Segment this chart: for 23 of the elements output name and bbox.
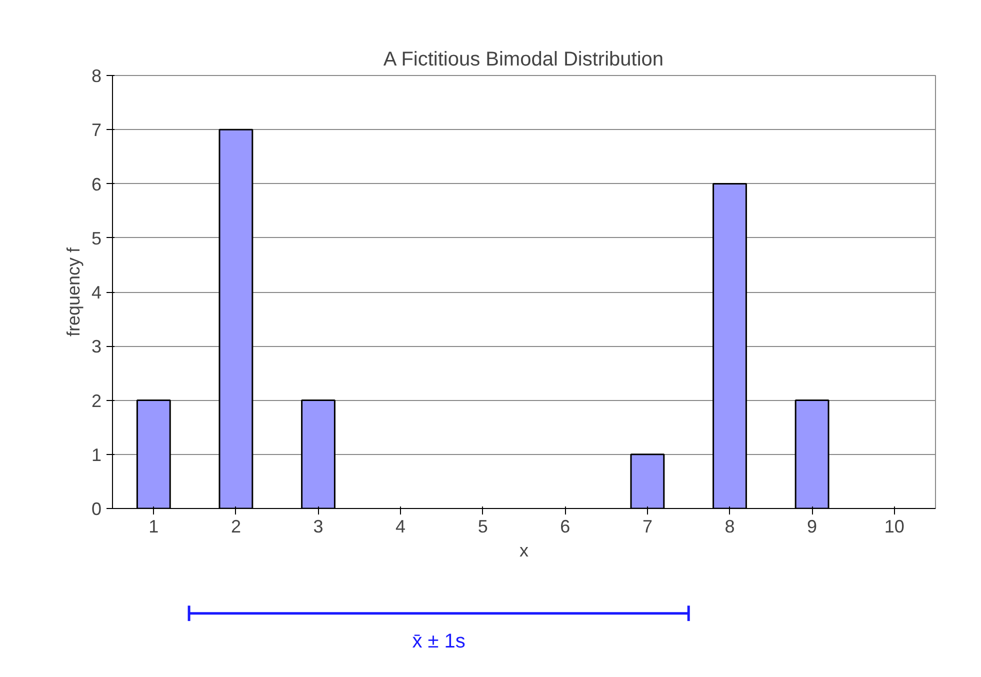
x-tick-label: 8 xyxy=(724,516,735,536)
x-tick-label: 1 xyxy=(148,516,159,536)
x-tick-label: 7 xyxy=(642,516,652,536)
y-tick-label: 2 xyxy=(91,390,102,411)
y-tick-label: 4 xyxy=(91,282,102,302)
y-axis-title: frequency f xyxy=(63,246,84,337)
chart-title: A Fictitious Bimodal Distribution xyxy=(383,48,664,70)
y-tick-label: 6 xyxy=(91,174,102,194)
y-tick-label: 8 xyxy=(91,66,102,86)
x-tick-label: 10 xyxy=(884,516,904,536)
y-tick-label: 3 xyxy=(91,336,102,357)
x-tick-label: 3 xyxy=(313,516,324,536)
x-tick-label: 2 xyxy=(230,516,241,536)
x-axis-title: x xyxy=(520,540,528,560)
x-tick-label: 6 xyxy=(560,516,570,536)
y-tick-label: 7 xyxy=(91,120,102,140)
y-tick-label: 0 xyxy=(91,499,102,519)
y-tick-label: 5 xyxy=(91,228,102,248)
y-tick-label: 1 xyxy=(91,444,102,465)
x-tick-label: 9 xyxy=(807,516,818,536)
x-tick-label: 5 xyxy=(478,516,488,536)
x-tick-label: 4 xyxy=(396,516,406,536)
text: x̄ ± 1s xyxy=(412,630,466,653)
